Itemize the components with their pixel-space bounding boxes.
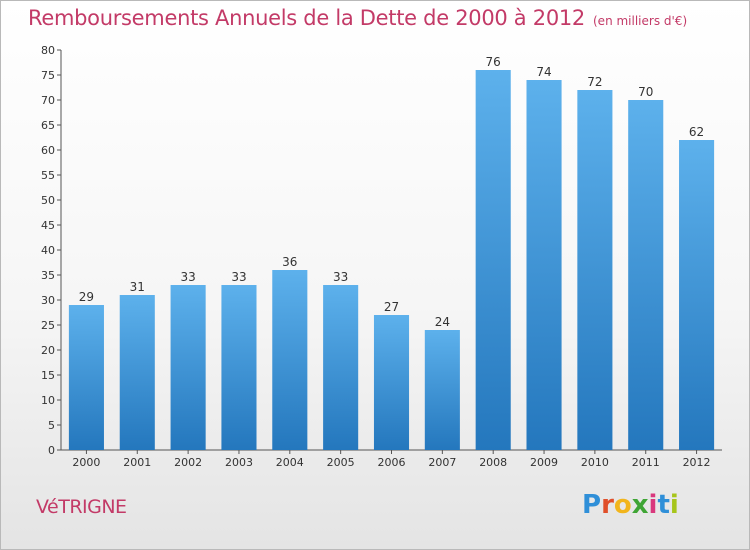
y-tick-label: 15: [41, 369, 55, 382]
data-label-2008: 76: [486, 55, 501, 69]
data-label-2012: 62: [689, 125, 704, 139]
bar-2012: [679, 140, 715, 450]
data-label-2000: 29: [79, 290, 94, 304]
x-tick-label-2009: 2009: [530, 456, 558, 469]
x-tick-label-2007: 2007: [428, 456, 456, 469]
logo-letter: i: [669, 490, 679, 520]
logo-letter: t: [657, 490, 670, 520]
x-tick-label-2004: 2004: [276, 456, 304, 469]
bar-2009: [526, 80, 562, 450]
data-label-2004: 36: [282, 255, 297, 269]
y-tick-label: 10: [41, 394, 55, 407]
y-tick-label: 55: [41, 169, 55, 182]
data-label-2011: 70: [638, 85, 653, 99]
proxiti-logo[interactable]: Proxiti: [582, 490, 679, 520]
logo-letter: i: [648, 490, 658, 520]
x-tick-label-2011: 2011: [632, 456, 660, 469]
y-tick-label: 65: [41, 119, 55, 132]
y-tick-label: 70: [41, 94, 55, 107]
chart-title-text: Remboursements Annuels de la Dette de 20…: [28, 6, 585, 30]
logo-letter: o: [613, 490, 632, 520]
bar-2004: [272, 270, 308, 450]
y-tick-label: 60: [41, 144, 55, 157]
y-tick-label: 20: [41, 344, 55, 357]
y-tick-label: 50: [41, 194, 55, 207]
x-tick-label-2002: 2002: [174, 456, 202, 469]
data-labels: 29 31 33 33 36 33 27 24 76 74 72 70 62: [79, 55, 704, 329]
data-label-2007: 24: [435, 315, 450, 329]
commune-name: VéTRIGNE: [36, 496, 127, 518]
bar-2005: [323, 285, 359, 450]
y-tick-label: 25: [41, 319, 55, 332]
bar-2007: [424, 330, 460, 450]
data-label-2006: 27: [384, 300, 399, 314]
logo-letter: r: [601, 490, 614, 520]
x-tick-label-2001: 2001: [123, 456, 151, 469]
y-tick-label: 75: [41, 69, 55, 82]
bar-2002: [170, 285, 206, 450]
y-tick-label: 0: [48, 444, 55, 457]
data-label-2001: 31: [130, 280, 145, 294]
logo-letter: x: [631, 490, 649, 520]
data-label-2003: 33: [231, 270, 246, 284]
y-tick-label: 35: [41, 269, 55, 282]
y-tick-label: 5: [48, 419, 55, 432]
y-tick-label: 80: [41, 44, 55, 57]
bar-2006: [373, 315, 410, 450]
chart-title: Remboursements Annuels de la Dette de 20…: [28, 6, 687, 30]
y-tick-label: 40: [41, 244, 55, 257]
bar-2003: [221, 285, 257, 450]
data-label-2002: 33: [180, 270, 195, 284]
x-tick-label-2000: 2000: [72, 456, 100, 469]
bar-2008: [475, 70, 511, 450]
x-tick-label-2005: 2005: [327, 456, 355, 469]
bar-series: [68, 70, 715, 450]
y-tick-label: 30: [41, 294, 55, 307]
bar-2000: [68, 305, 104, 450]
x-tick-label-2006: 2006: [378, 456, 406, 469]
data-label-2009: 74: [536, 65, 551, 79]
bar-2010: [577, 90, 613, 450]
x-tick-label-2003: 2003: [225, 456, 253, 469]
data-label-2005: 33: [333, 270, 348, 284]
x-tick-label-2010: 2010: [581, 456, 609, 469]
y-tick-label: 45: [41, 219, 55, 232]
x-tick-label-2008: 2008: [479, 456, 507, 469]
x-tick-label-2012: 2012: [683, 456, 711, 469]
bar-2011: [628, 100, 664, 450]
data-label-2010: 72: [587, 75, 602, 89]
logo-letter: P: [582, 490, 602, 520]
bar-2001: [119, 295, 155, 450]
chart-unit-label: (en milliers d'€): [593, 14, 688, 28]
